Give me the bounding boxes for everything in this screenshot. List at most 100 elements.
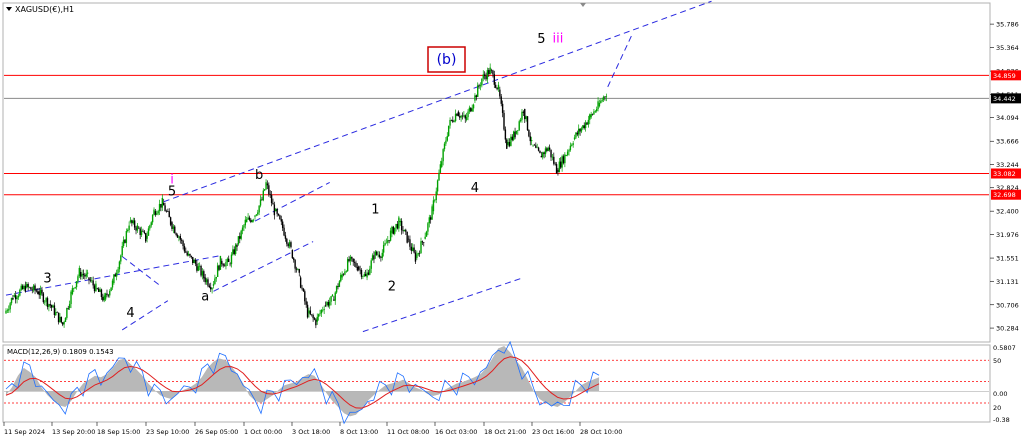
candle-body [143,231,146,234]
wave-label: i [170,173,174,188]
candle-body [59,316,61,323]
candle-body [175,233,177,235]
candle-body [185,251,187,253]
candle-body [485,76,487,80]
candle-body [34,285,36,291]
candle-body [389,230,392,241]
candle-body [601,99,603,101]
candle-body [110,287,112,291]
candle-body [396,223,399,229]
candle-body [49,304,51,306]
lower-impulse-channel-line [362,278,521,333]
candle-body [212,284,215,286]
candle-body [189,253,191,256]
candle-body [85,273,87,277]
time-tick-label: 13 Sep 20:00 [52,428,95,436]
candle-body [279,215,281,220]
candle-body [246,219,248,223]
candle-body [517,130,519,131]
candle-body [598,103,601,107]
candle-body [319,313,321,315]
candle-body [568,149,570,152]
price-tick-label: 31.551 [996,255,1019,263]
candle-body [398,217,400,229]
candle-body [42,293,45,303]
candle-body [481,78,483,86]
candle-body [236,244,238,247]
candle-body [38,291,40,296]
candle-body [542,152,544,158]
symbol-title: XAGUSD(€),H1 [15,5,74,14]
a-b-lower-line [213,241,314,292]
candle-body [239,236,241,239]
candle-body [337,285,339,287]
macd-indicator: 0.5807 50 0.00 20 -0.38 [4,340,1016,425]
chart-shift-marker-icon[interactable] [580,3,586,7]
price-tick-label: 30.284 [996,325,1019,333]
macd-signal-line [5,356,600,409]
wave-label: 5 [168,185,176,200]
price-tick-label: 33.244 [996,161,1019,169]
candle-body [573,137,576,140]
time-tick-label: 1 Oct 00:00 [244,428,282,436]
candle-body [564,154,566,164]
candle-body [443,143,446,150]
candle-body [73,288,75,289]
candle-body [416,254,418,259]
candle-body [16,297,18,300]
candle-body [163,202,165,206]
candle-body [316,316,318,322]
candle-body [261,199,263,201]
candle-body [46,298,49,307]
candle-body [317,314,320,317]
candle-body [460,115,462,118]
candle-body [32,285,35,291]
candle-body [353,261,356,263]
candle-body [477,85,479,97]
candle-body [583,125,585,129]
dropdown-arrow-icon[interactable] [6,7,12,11]
candle-body [27,284,29,288]
candle-body [86,272,89,274]
candle-body [77,276,79,282]
upper-channel-line [163,0,712,203]
candle-body [497,84,500,90]
candle-body [92,280,94,286]
candle-body [161,197,164,208]
candle-body [454,113,457,122]
level-tag-label: 32.698 [993,191,1016,199]
candle-body [146,235,148,239]
candle-body [324,305,327,306]
candle-body [223,265,226,267]
candle-body [270,194,273,203]
candle-body [579,128,581,132]
time-tick-label: 28 Oct 10:00 [580,428,622,436]
candle-body [535,145,537,148]
candle-body [377,254,379,256]
candle-body [19,289,21,296]
price-tick-label: 34.094 [996,114,1019,122]
time-tick-label: 11 Sep 2024 [4,428,45,436]
candle-body [64,317,67,323]
candle-body [151,215,154,223]
candle-body [586,122,588,125]
candle-body [391,226,393,234]
candle-body [180,239,183,241]
candle-body [147,228,150,236]
candle-body [522,111,525,113]
macd-histogram [6,346,600,417]
candle-body [550,149,552,158]
candle-body [555,164,558,174]
candle-body [565,155,567,156]
candle-body [283,227,285,236]
candle-body [268,185,270,195]
candle-body [446,136,448,141]
candle-body [9,303,11,310]
candle-body [412,247,414,251]
candle-body [21,285,24,290]
candle-body [89,279,92,281]
candle-body [543,152,545,155]
candle-body [326,302,328,306]
candle-body [413,247,415,253]
